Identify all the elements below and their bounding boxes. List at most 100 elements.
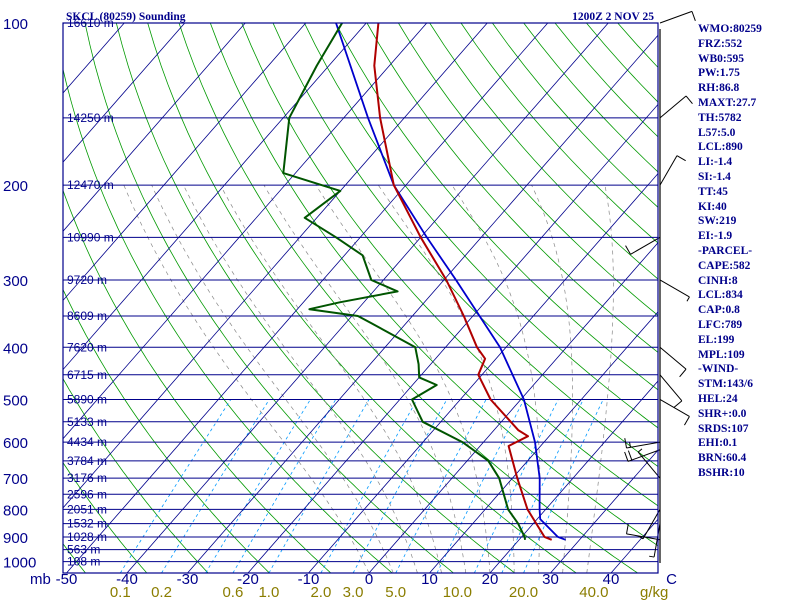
index-item: SW:219 [698, 215, 737, 228]
moist-adiabat [183, 184, 418, 573]
pressure-tick-label: 300 [3, 273, 28, 290]
mixing-ratio-label: 5.0 [385, 584, 406, 600]
adiabat-layer [0, 23, 658, 573]
index-item: EL:199 [698, 333, 735, 346]
temperature-tick-label: 40 [603, 571, 620, 588]
isotherm-line [63, 23, 367, 371]
index-item: TH:5782 [698, 111, 742, 124]
wind-barb [624, 449, 661, 462]
profile-layer [282, 23, 566, 541]
wind-barb-staff [642, 509, 661, 540]
mixing-ratio-label: 2.0 [310, 584, 331, 600]
isotherm-line [550, 449, 658, 573]
pressure-tick-label: 100 [3, 16, 28, 33]
index-item: BRN:60.4 [698, 452, 747, 465]
index-item: STM:143/6 [698, 378, 753, 391]
pressure-tick-label: 900 [3, 530, 28, 547]
wind-barb [649, 523, 661, 558]
indices-panel: WMO:80259 FRZ:552 WB0:595 PW:1.75 RH:86.8 MAX… [698, 22, 800, 481]
height-label: 2596 m [67, 487, 107, 501]
mixing-ratio-line [161, 399, 270, 573]
wind-barb-flag [676, 155, 686, 162]
mixing-ratio-unit-label: g/kg [640, 584, 668, 600]
wind-barb-staff [626, 533, 661, 541]
wind-barb-flag [673, 400, 683, 408]
mixing-ratio-line [523, 399, 604, 573]
index-item: PW:1.75 [698, 67, 740, 80]
mixing-ratio-line [473, 399, 559, 573]
height-label: 2051 m [67, 502, 107, 516]
wind-barb [659, 346, 687, 378]
wind-barb [659, 10, 696, 24]
index-item: WMO:80259 [698, 23, 762, 35]
height-label: 8609 m [67, 309, 107, 323]
index-item: -WIND- [698, 363, 739, 376]
dry-adiabat [209, 23, 658, 547]
dry-adiabat [398, 23, 658, 316]
mixing-ratio-line [268, 399, 370, 573]
index-item: MAXT:27.7 [698, 96, 757, 109]
mixing-ratio-label: 40.0 [579, 584, 608, 600]
chart-title: SKCL (80259) Sounding [66, 11, 186, 23]
index-item: CINH:8 [698, 274, 738, 287]
wind-barb [626, 523, 661, 541]
dry-adiabat [335, 23, 658, 391]
moist-adiabat [220, 184, 442, 573]
isotherm-line [308, 172, 658, 573]
moist-adiabat [586, 185, 614, 573]
isotherm-line [489, 380, 658, 573]
dry-adiabat [366, 23, 658, 353]
index-item: BSHR:10 [698, 466, 745, 479]
temperature-tick-label: -30 [177, 571, 199, 588]
chart-time: 1200Z 2 NOV 25 [572, 11, 654, 23]
temperature-tick-label: 30 [542, 571, 559, 588]
wind-barb-flag [629, 442, 631, 448]
wind-barb-staff [659, 155, 678, 186]
mixing-ratio-line [119, 399, 232, 573]
height-label: 14250 m [67, 111, 114, 125]
index-item: LCL:834 [698, 289, 743, 302]
wind-barb-flag [637, 448, 643, 453]
wind-barb-flag [626, 523, 629, 534]
pressure-tick-label: 200 [3, 178, 28, 195]
temperature-tick-label: C [666, 571, 677, 588]
wind-barb [659, 279, 690, 302]
wind-barb-staff [627, 449, 661, 462]
index-item: SHR+:0.0 [698, 407, 747, 420]
mixing-ratio-label: 10.0 [443, 584, 472, 600]
height-label: 563 m [67, 543, 100, 557]
moist-adiabat [451, 184, 541, 573]
wind-barb-staff [659, 374, 683, 402]
plot-frame [62, 22, 659, 574]
dewpoint-trace [282, 23, 527, 540]
wind-barb-staff [653, 523, 661, 558]
isotherm-line [187, 34, 658, 573]
dry-adiabat [115, 23, 516, 573]
index-item: -PARCEL- [698, 244, 753, 257]
wind-barb-staff [659, 279, 690, 298]
mixing-ratio-line [395, 399, 487, 573]
dry-adiabat [304, 23, 658, 429]
temperature-tick-label: -10 [298, 571, 320, 588]
index-item: HEL:24 [698, 392, 738, 405]
temperature-tick-label: 10 [421, 571, 438, 588]
height-label: 7620 m [67, 340, 107, 354]
wind-barb-flag [624, 451, 629, 462]
mixing-ratio-line [232, 399, 337, 573]
isotherm-line [0, 23, 3, 573]
pressure-tick-label: 1000 [3, 555, 36, 572]
index-item: SRDS:107 [698, 422, 749, 435]
moist-adiabat [123, 184, 370, 573]
wind-barb [659, 374, 683, 408]
dry-adiabat [0, 23, 24, 573]
index-item: WB0:595 [698, 52, 744, 65]
wind-barb [638, 509, 661, 540]
isotherm-line [429, 311, 658, 573]
wind-barb-flag [649, 555, 655, 558]
isotherm-line [63, 23, 428, 440]
height-label: 5890 m [67, 392, 107, 406]
wind-barb-staff [659, 95, 687, 119]
isotherm-line [63, 23, 246, 232]
index-item: EHI:0.1 [698, 437, 738, 450]
